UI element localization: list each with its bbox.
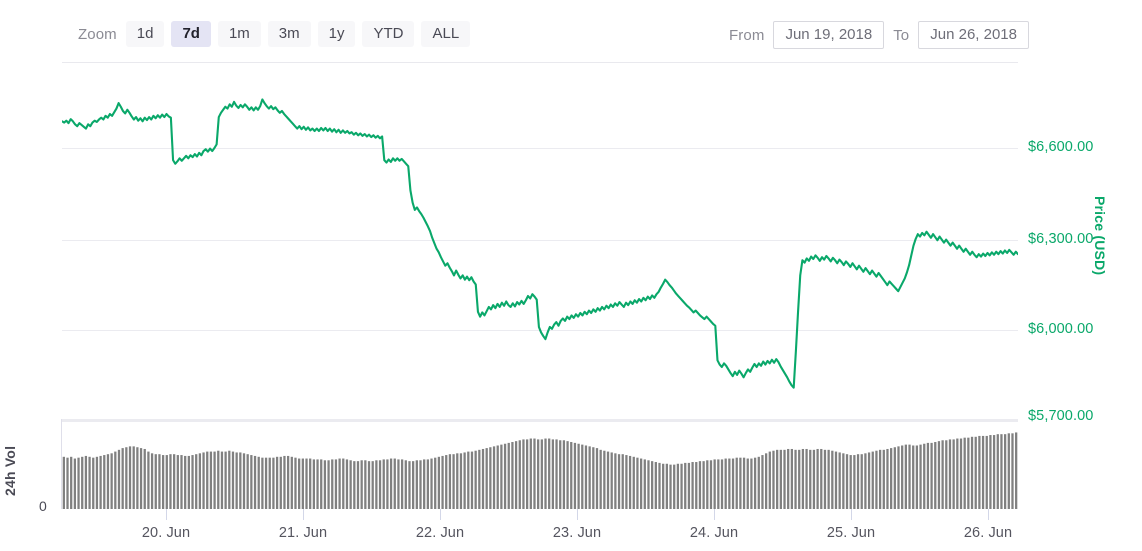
zoom-range-1y[interactable]: 1y — [317, 21, 356, 47]
volume-chart-panel[interactable] — [61, 419, 1018, 509]
x-label-3: 23. Jun — [552, 525, 602, 541]
volume-axis-title: 24h Vol — [2, 445, 18, 496]
x-tick-2 — [440, 509, 441, 520]
zoom-range-7d[interactable]: 7d — [171, 21, 211, 47]
zoom-range-3m[interactable]: 3m — [267, 21, 311, 47]
price-line-svg — [62, 98, 1018, 389]
volume-bars-svg — [62, 432, 1018, 509]
y-label-6000: $6,000.00 — [1028, 321, 1094, 337]
zoom-range-group: Zoom 1d 7d 1m 3m 1y YTD ALL — [78, 21, 471, 47]
x-tick-0 — [166, 509, 167, 520]
x-label-1: 21. Jun — [278, 525, 328, 541]
x-label-4: 24. Jun — [689, 525, 739, 541]
y-label-6600: $6,600.00 — [1028, 139, 1094, 155]
zoom-range-ytd[interactable]: YTD — [362, 21, 415, 47]
y-label-5700: $5,700.00 — [1028, 408, 1094, 424]
zoom-range-1m[interactable]: 1m — [217, 21, 261, 47]
from-label: From — [729, 26, 765, 44]
chart-toolbar: Zoom 1d 7d 1m 3m 1y YTD ALL From Jun 19,… — [0, 0, 1142, 62]
gridline-6300 — [62, 240, 1018, 241]
y-label-6300: $6,300.00 — [1028, 231, 1094, 247]
volume-zero-label: 0 — [39, 498, 47, 514]
x-tick-3 — [577, 509, 578, 520]
price-y-axis-labels: $6,600.00 $6,300.00 $6,000.00 $5,700.00 — [1028, 0, 1128, 551]
x-tick-4 — [714, 509, 715, 520]
x-label-5: 25. Jun — [826, 525, 876, 541]
x-axis: 20. Jun 21. Jun 22. Jun 23. Jun 24. Jun … — [62, 509, 1018, 551]
zoom-range-1d[interactable]: 1d — [125, 21, 165, 47]
x-label-0: 20. Jun — [141, 525, 191, 541]
x-tick-1 — [303, 509, 304, 520]
to-date-input[interactable]: Jun 26, 2018 — [918, 21, 1029, 49]
date-range-group: From Jun 19, 2018 To Jun 26, 2018 — [729, 21, 1029, 49]
volume-panel-left-axis — [61, 419, 62, 509]
from-date-input[interactable]: Jun 19, 2018 — [773, 21, 885, 49]
to-label: To — [893, 26, 910, 44]
x-label-2: 22. Jun — [415, 525, 465, 541]
x-label-6: 26. Jun — [963, 525, 1013, 541]
price-chart-panel[interactable] — [62, 62, 1018, 419]
volume-panel-top-border — [62, 419, 1018, 422]
x-tick-5 — [851, 509, 852, 520]
zoom-range-all[interactable]: ALL — [421, 21, 471, 47]
x-tick-6 — [988, 509, 989, 520]
price-panel-top-border — [62, 62, 1018, 63]
gridline-6600 — [62, 148, 1018, 149]
price-axis-title: Price (USD) — [1092, 196, 1108, 276]
zoom-label: Zoom — [78, 25, 117, 43]
